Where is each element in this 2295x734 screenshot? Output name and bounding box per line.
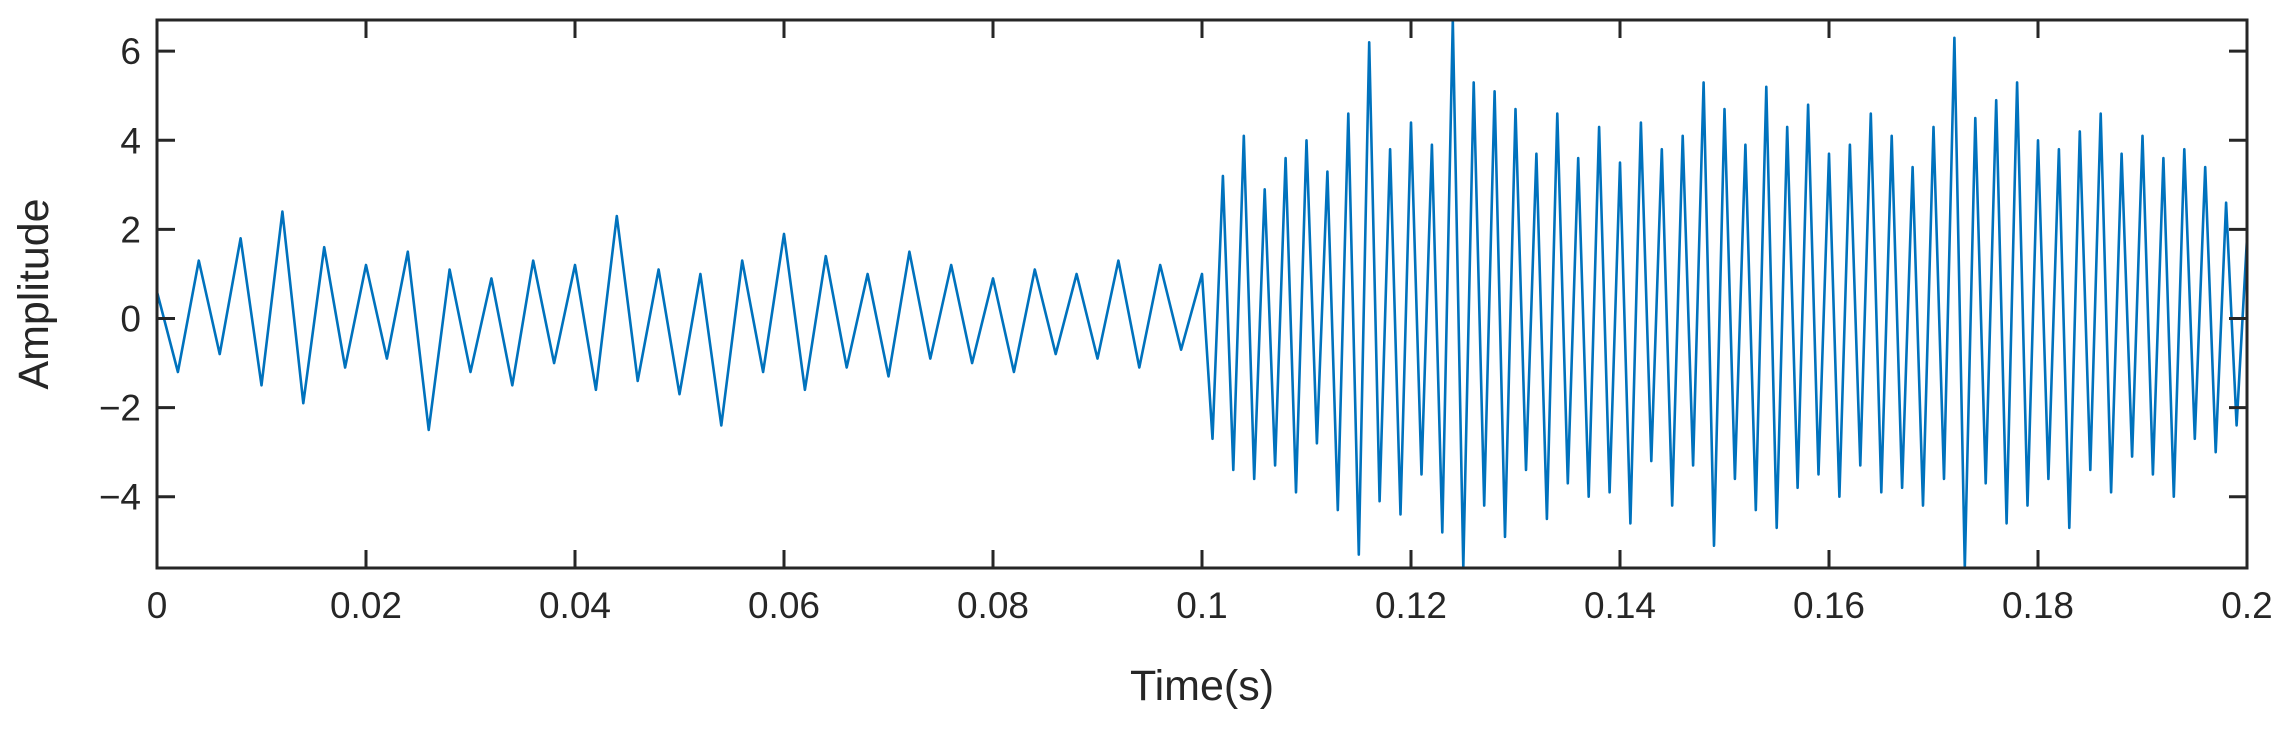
x-tick-label: 0.2	[2221, 585, 2272, 626]
x-tick-label: 0.02	[330, 585, 402, 626]
x-tick-label: 0.16	[1793, 585, 1865, 626]
y-tick-label: 6	[120, 31, 141, 72]
x-tick-label: 0.06	[748, 585, 820, 626]
x-tick-label: 0	[147, 585, 168, 626]
y-tick-label: −2	[99, 388, 141, 429]
y-tick-label: 4	[120, 120, 141, 161]
y-tick-label: 2	[120, 209, 141, 250]
x-tick-label: 0.18	[2002, 585, 2074, 626]
x-tick-label: 0.04	[539, 585, 611, 626]
x-tick-label: 0.14	[1584, 585, 1656, 626]
y-axis-title: Amplitude	[10, 198, 58, 389]
y-tick-label: 0	[120, 299, 141, 340]
y-tick-label: −4	[99, 477, 141, 518]
ticks-layer: 0 0.02 0.04 0.06 0.08 0.1 0.12 0.14 0.16 0.18 0.2 −…	[99, 20, 2273, 626]
x-axis-title: Time(s)	[1130, 662, 1274, 710]
x-tick-label: 0.08	[957, 585, 1029, 626]
x-tick-label: 0.12	[1375, 585, 1447, 626]
series-line-0	[155, 18, 2249, 570]
series-layer	[155, 18, 2249, 570]
x-tick-label: 0.1	[1176, 585, 1227, 626]
